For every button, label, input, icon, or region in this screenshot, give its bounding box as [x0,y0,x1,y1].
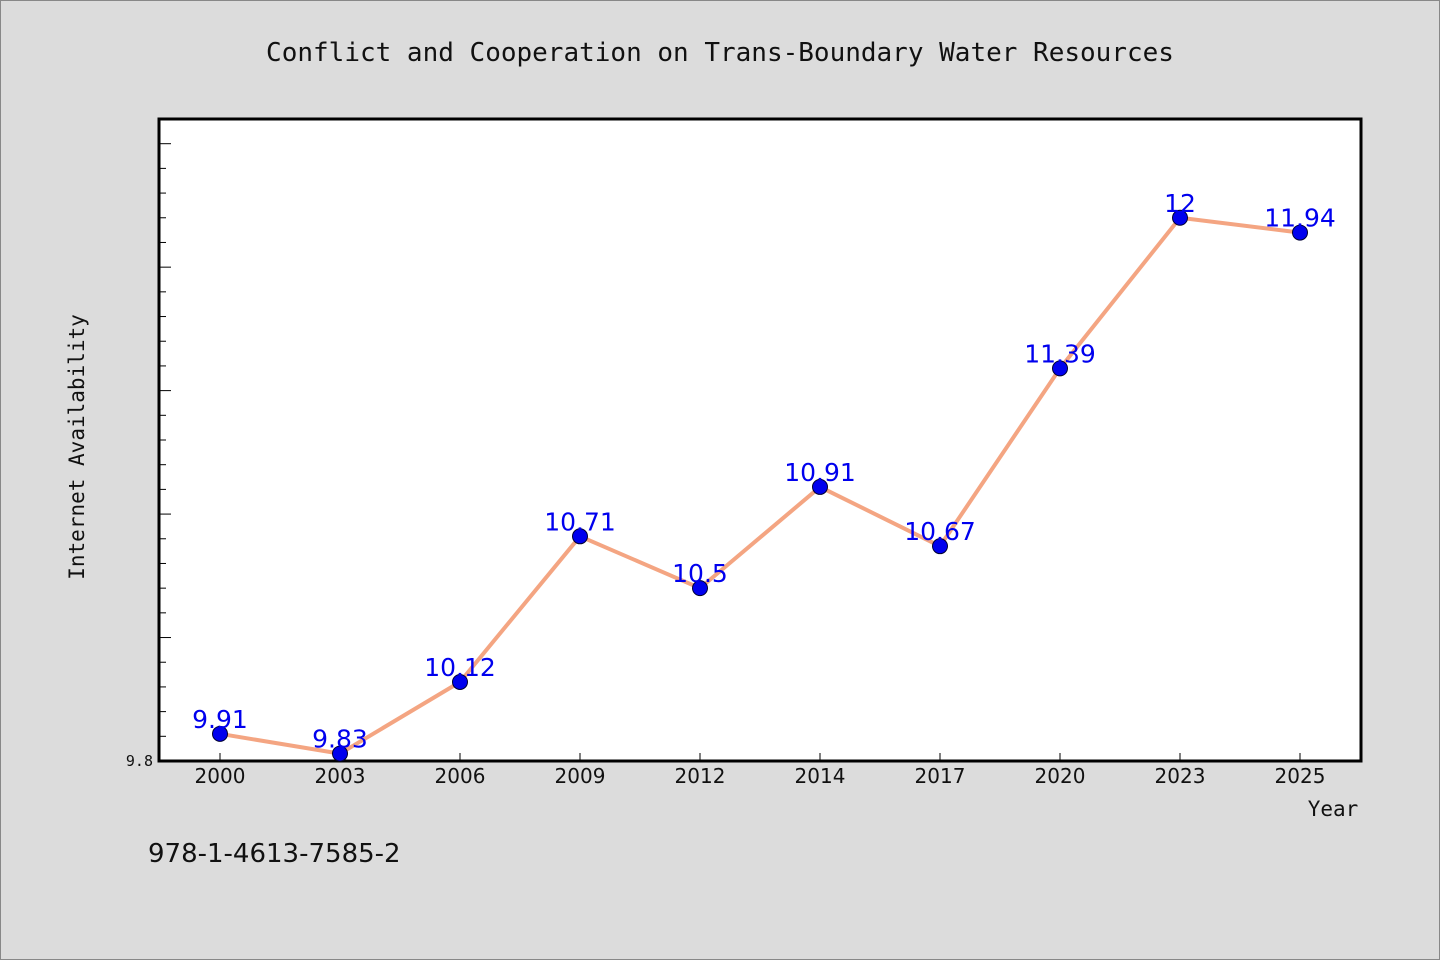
x-axis-label: Year [1308,797,1359,821]
x-tick-label: 2020 [1035,764,1086,788]
data-point-label: 11.94 [1264,204,1336,233]
x-axis-ticks [219,753,1301,761]
data-point-marker [452,673,468,690]
data-point-marker [932,538,948,555]
data-point-label: 11.39 [1024,339,1096,368]
y-axis-ticks [159,118,171,762]
data-point-label: 9.83 [312,725,368,754]
data-point-label: 10.91 [784,458,856,487]
data-labels: 9.91 9.83 10.12 10.71 10.5 10.91 10.67 11.39 12 1… [192,189,1336,754]
x-tick-label: 2012 [675,764,726,788]
isbn-footer: 978-1-4613-7585-2 [148,839,401,869]
data-point-label: 10.5 [672,559,728,588]
data-point-label: 12 [1164,189,1196,218]
data-point-marker [1052,360,1068,377]
x-tick-label: 2009 [555,764,606,788]
x-tick-label: 2023 [1155,764,1206,788]
x-tick-label: 2025 [1275,764,1326,788]
x-tick-label: 2003 [315,764,366,788]
x-tick-label: 2006 [435,764,486,788]
y-axis-tick-labels: 9.8 [126,752,153,770]
data-point-marker [1172,209,1188,226]
data-point-label: 9.91 [192,705,248,734]
data-point-marker [812,478,828,495]
data-point-label: 10.67 [904,517,976,546]
x-tick-label: 2017 [915,764,966,788]
y-axis-label: Internet Availability [65,314,89,580]
data-point-marker [692,580,708,597]
data-point-label: 10.71 [544,507,616,536]
data-point-marker [572,528,588,545]
data-point-label: 10.12 [424,653,496,682]
y-tick-label: 9.8 [126,752,153,770]
x-tick-label: 2014 [795,764,846,788]
data-point-marker [212,725,228,742]
data-point-marker [1292,224,1308,241]
data-point-marker [332,745,348,762]
chart-title: Conflict and Cooperation on Trans-Bounda… [266,38,1174,68]
data-markers [212,209,1308,762]
x-tick-label: 2000 [195,764,246,788]
plot-area [157,117,1363,763]
x-axis-tick-labels: 2000 2003 2006 2009 2012 2014 2017 2020 2023 2025 [195,764,1326,788]
series-line [219,215,1301,756]
